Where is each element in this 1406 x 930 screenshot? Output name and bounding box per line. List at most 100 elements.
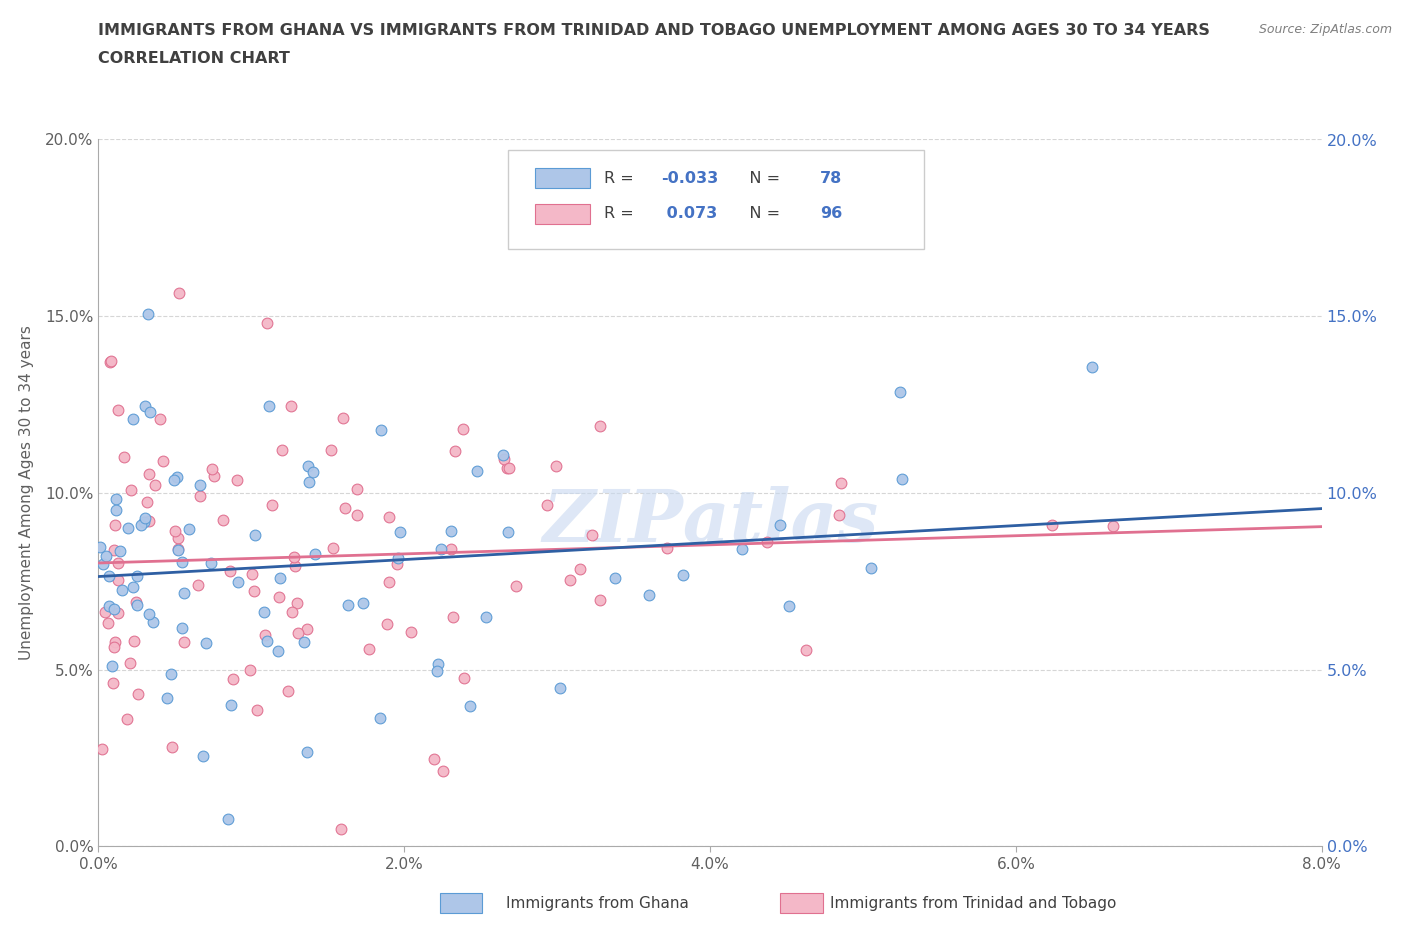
Point xyxy=(145,478,167,493)
Text: Immigrants from Trinidad and Tobago: Immigrants from Trinidad and Tobago xyxy=(830,897,1116,911)
Point xyxy=(257,399,280,414)
Point xyxy=(558,573,581,588)
Point xyxy=(378,575,401,590)
Point xyxy=(498,460,520,475)
Text: 78: 78 xyxy=(820,171,842,186)
Point xyxy=(240,566,263,581)
Point xyxy=(672,568,695,583)
Point xyxy=(188,488,211,503)
Point xyxy=(827,507,849,522)
FancyBboxPatch shape xyxy=(780,893,823,913)
FancyBboxPatch shape xyxy=(536,168,591,188)
Point xyxy=(603,571,626,586)
Point xyxy=(122,411,145,426)
Point xyxy=(101,676,124,691)
Point xyxy=(221,698,243,712)
Point xyxy=(444,444,467,458)
Point xyxy=(96,549,118,564)
Point xyxy=(346,482,368,497)
Point xyxy=(191,749,214,764)
Point xyxy=(441,609,464,624)
Point xyxy=(222,671,245,686)
Text: ZIP​atlas: ZIP​atlas xyxy=(541,485,879,557)
Point xyxy=(226,575,249,590)
Point xyxy=(160,739,183,754)
Point xyxy=(453,671,475,685)
Point xyxy=(138,514,160,529)
Point xyxy=(638,588,661,603)
Point xyxy=(304,547,326,562)
Point xyxy=(302,464,325,479)
Point xyxy=(98,599,121,614)
Point xyxy=(287,626,309,641)
Point xyxy=(195,635,218,650)
Point xyxy=(426,657,449,671)
Point xyxy=(432,764,454,778)
Text: Source: ZipAtlas.com: Source: ZipAtlas.com xyxy=(1258,23,1392,36)
Point xyxy=(166,541,188,556)
Text: N =: N = xyxy=(734,171,786,186)
Point xyxy=(100,355,122,370)
Point xyxy=(177,522,200,537)
FancyBboxPatch shape xyxy=(508,150,924,249)
Point xyxy=(298,474,321,489)
Point xyxy=(96,616,118,631)
Point xyxy=(91,741,114,756)
Point xyxy=(451,422,474,437)
Point xyxy=(188,477,211,492)
Text: N =: N = xyxy=(734,206,786,221)
Point xyxy=(169,286,191,300)
Text: CORRELATION CHART: CORRELATION CHART xyxy=(98,51,290,66)
Point xyxy=(385,556,408,571)
Point xyxy=(589,418,612,433)
Point xyxy=(138,606,160,621)
Point xyxy=(134,398,156,413)
Point xyxy=(138,467,160,482)
Point xyxy=(94,604,117,619)
Point xyxy=(284,559,307,574)
Point xyxy=(117,711,139,726)
Point xyxy=(370,423,392,438)
Point xyxy=(422,751,444,766)
Point xyxy=(243,583,266,598)
Point xyxy=(107,555,129,570)
Point xyxy=(860,561,883,576)
FancyBboxPatch shape xyxy=(536,204,591,223)
Point xyxy=(173,635,195,650)
Point xyxy=(112,449,135,464)
Point xyxy=(103,602,125,617)
Point xyxy=(111,582,134,597)
Point xyxy=(117,521,139,536)
Point xyxy=(378,509,401,524)
Point xyxy=(173,585,195,600)
Point xyxy=(389,525,412,539)
Point xyxy=(166,542,188,557)
Point xyxy=(458,698,481,713)
Point xyxy=(136,495,159,510)
Point xyxy=(589,592,612,607)
Point xyxy=(336,598,359,613)
Point xyxy=(505,578,527,593)
FancyBboxPatch shape xyxy=(440,893,482,913)
Point xyxy=(292,635,315,650)
Point xyxy=(280,399,302,414)
Point xyxy=(1102,519,1125,534)
Point xyxy=(492,447,515,462)
Point xyxy=(655,540,678,555)
Point xyxy=(440,541,463,556)
Point xyxy=(889,385,911,400)
Point xyxy=(256,315,278,330)
Point xyxy=(387,551,409,565)
Point xyxy=(755,534,778,549)
Point xyxy=(346,508,368,523)
Point xyxy=(103,634,125,649)
Point xyxy=(256,633,278,648)
Point xyxy=(321,443,343,458)
Point xyxy=(548,680,571,695)
Point xyxy=(107,403,129,418)
Point xyxy=(368,711,391,725)
Point xyxy=(332,410,354,425)
Point xyxy=(201,462,224,477)
Text: -0.033: -0.033 xyxy=(661,171,718,186)
Point xyxy=(276,684,298,698)
